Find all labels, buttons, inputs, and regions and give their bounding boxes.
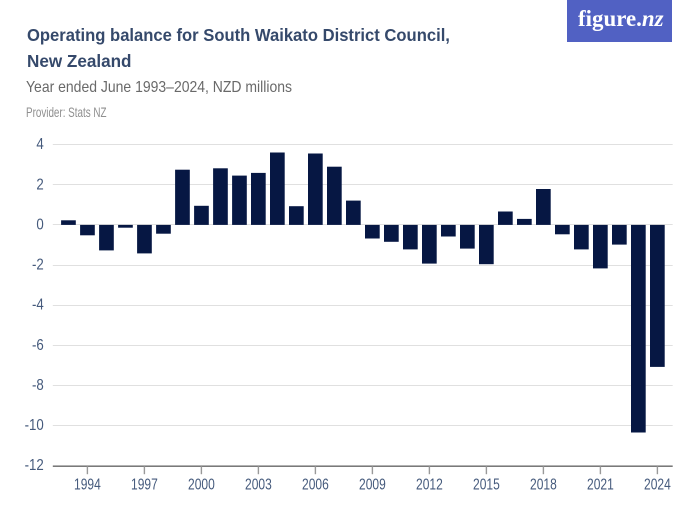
svg-text:2021: 2021 xyxy=(587,475,614,493)
svg-text:2009: 2009 xyxy=(359,475,386,493)
svg-text:1994: 1994 xyxy=(74,475,101,493)
svg-text:2000: 2000 xyxy=(188,475,215,493)
svg-text:-12: -12 xyxy=(25,457,44,474)
svg-text:2003: 2003 xyxy=(245,475,272,493)
svg-text:-6: -6 xyxy=(32,337,44,354)
svg-text:2: 2 xyxy=(36,176,43,193)
svg-text:2006: 2006 xyxy=(302,475,329,493)
svg-text:2024: 2024 xyxy=(644,475,671,493)
svg-text:2012: 2012 xyxy=(416,475,443,493)
svg-text:-2: -2 xyxy=(32,257,44,274)
svg-text:1997: 1997 xyxy=(131,475,158,493)
svg-text:0: 0 xyxy=(36,216,43,233)
svg-text:-4: -4 xyxy=(32,297,44,314)
svg-text:-8: -8 xyxy=(32,377,44,394)
svg-text:2018: 2018 xyxy=(530,475,557,493)
svg-text:2015: 2015 xyxy=(473,475,500,493)
svg-text:-10: -10 xyxy=(25,417,44,434)
svg-text:4: 4 xyxy=(36,136,43,153)
